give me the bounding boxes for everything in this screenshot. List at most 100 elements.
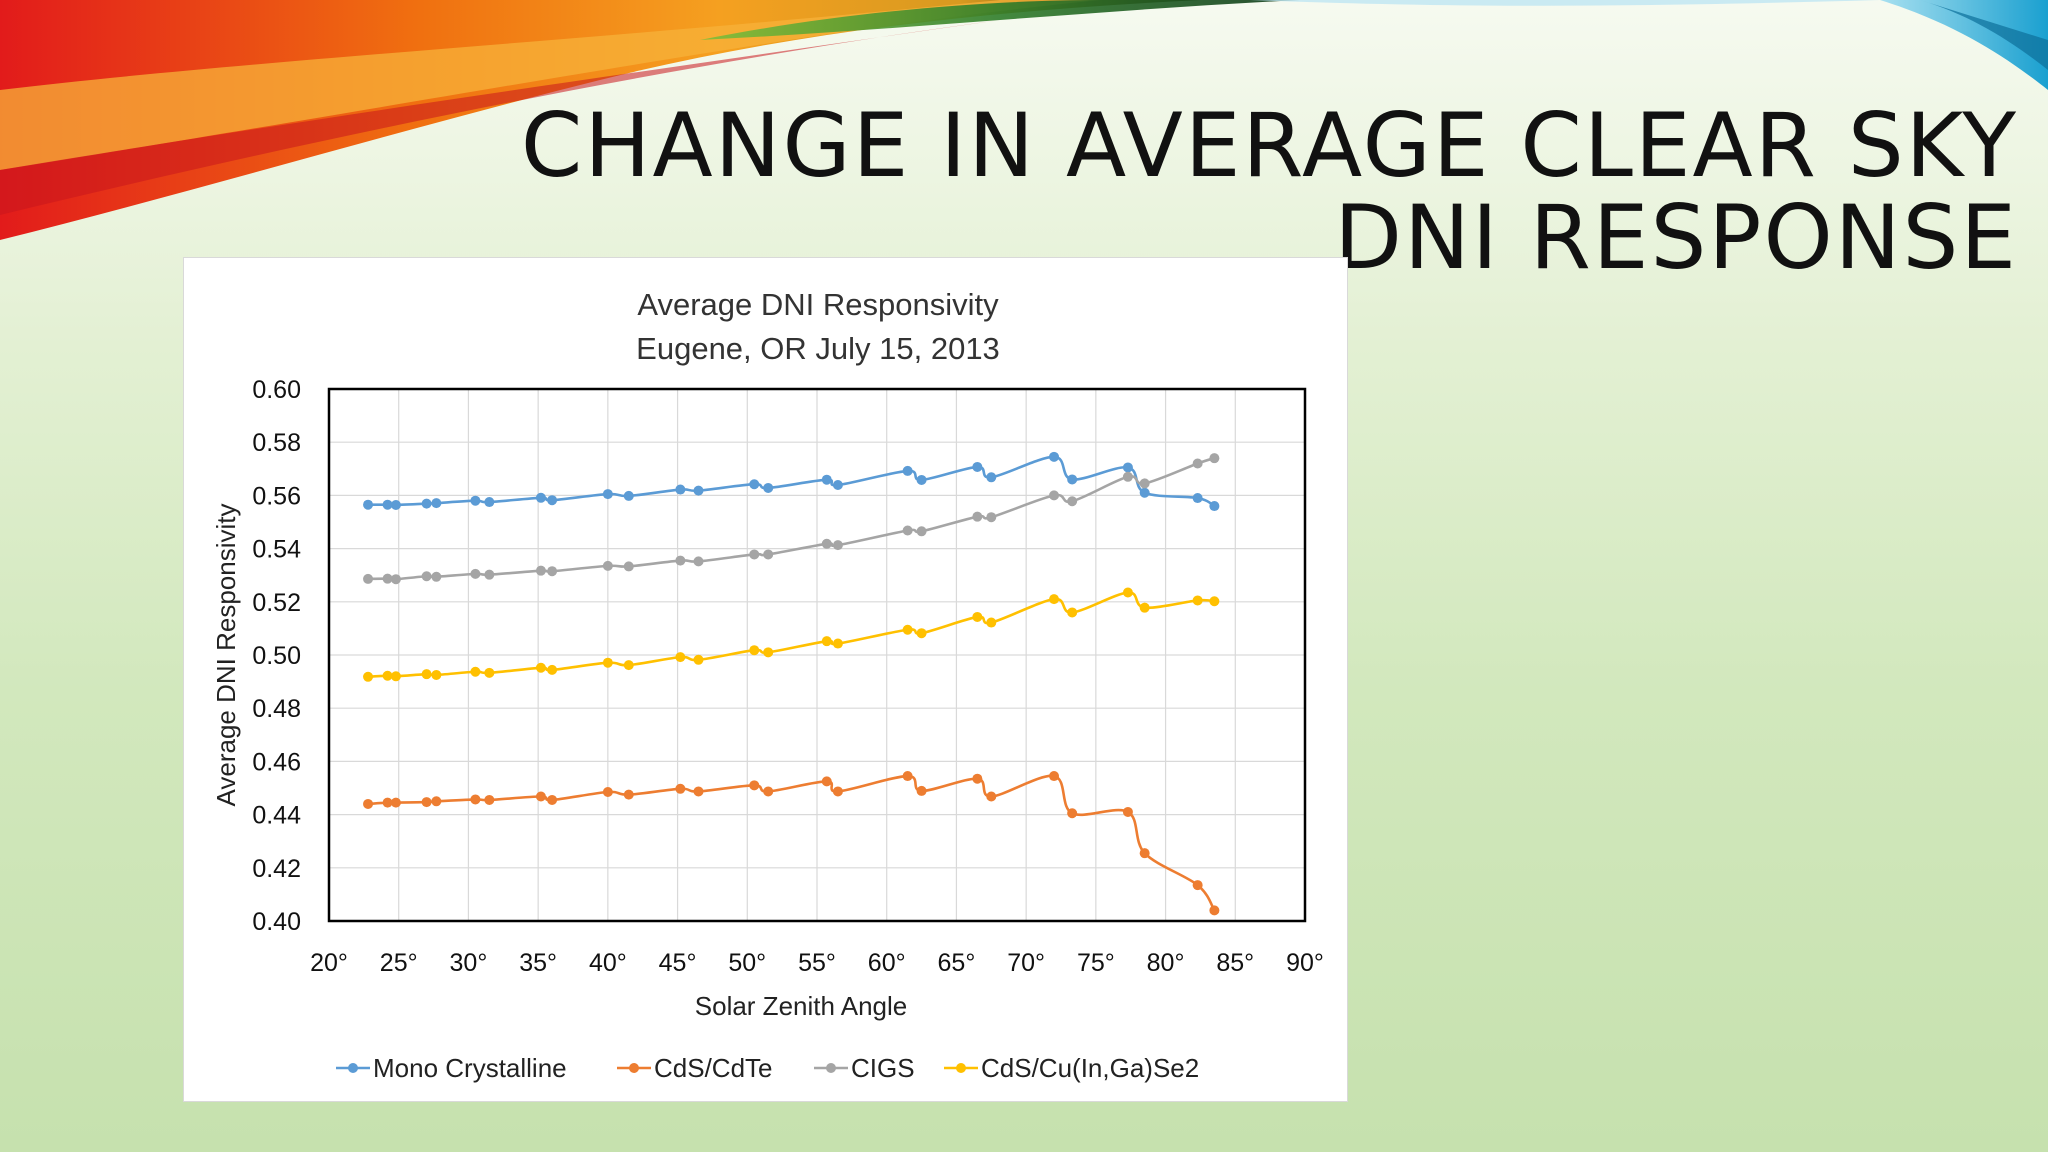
legend-label: CIGS [851,1053,915,1083]
y-tick-label: 0.46 [252,748,301,776]
data-point [902,771,913,782]
data-point [390,797,401,808]
data-point [1209,596,1220,607]
data-point [986,617,997,628]
data-point [547,794,558,805]
data-point [749,549,760,560]
chart: Average DNI Responsivity Eugene, OR July… [211,287,1324,1083]
data-point [470,666,481,677]
gridlines [329,388,1305,922]
chart-card: Average DNI Responsivity Eugene, OR July… [183,257,1348,1102]
chart-subtitle: Eugene, OR July 15, 2013 [636,331,1000,366]
data-point [623,789,634,800]
y-tick-labels: 0.40 0.42 0.44 0.46 0.48 0.50 0.52 0.54 0.56 0.58… [252,376,301,936]
plot-area-border [327,387,1307,923]
data-point [421,498,432,509]
x-tick-label: 45° [659,949,697,977]
x-tick-label: 30° [450,949,488,977]
data-point [602,489,613,500]
legend-swatch-marker [348,1063,358,1073]
x-tick-label: 35° [519,949,557,977]
data-point [547,664,558,675]
legend-item: CIGS [814,1053,915,1083]
y-tick-label: 0.48 [252,695,301,723]
data-point [1209,501,1220,512]
x-tick-label: 75° [1077,949,1115,977]
data-point [602,786,613,797]
data-point [821,474,832,485]
chart-title: Average DNI Responsivity [637,287,999,322]
data-point [916,474,927,485]
data-point [535,791,546,802]
data-point [421,571,432,582]
data-point [763,786,774,797]
legend-swatch-marker [956,1063,966,1073]
data-point [390,499,401,510]
data-point [382,670,393,681]
data-point [1067,808,1078,819]
data-point [916,526,927,537]
x-tick-label: 70° [1007,949,1045,977]
data-point [421,797,432,808]
data-point [972,511,983,522]
slide-title: CHANGE IN AVERAGE CLEAR SKY DNI RESPONSE [518,100,2018,284]
data-point [1049,490,1060,501]
data-point [916,785,927,796]
data-point [470,568,481,579]
y-axis-label: Average DNI Responsivity [211,504,241,807]
data-point [832,638,843,649]
legend-item: CdS/CdTe [617,1053,773,1083]
legend: Mono Crystalline CdS/CdTe CIGS CdS/Cu(In,Ga… [336,1053,1199,1083]
y-tick-label: 0.50 [252,642,301,670]
data-point [602,560,613,571]
data-point [693,485,704,496]
data-point [470,794,481,805]
series-line [368,455,1216,508]
data-point [484,497,495,508]
slide-title-line-1: CHANGE IN AVERAGE CLEAR SKY [520,94,2018,197]
data-point [431,498,442,509]
data-point [1067,474,1078,485]
data-point [382,797,393,808]
x-tick-label: 80° [1147,949,1185,977]
data-point [390,574,401,585]
data-point [535,492,546,503]
data-point [832,786,843,797]
series-line [367,591,1215,679]
legend-label: CdS/CdTe [654,1053,773,1083]
data-point [832,540,843,551]
series-mono-crystalline [363,451,1220,512]
data-point [421,669,432,680]
series-group [363,451,1220,916]
data-point [1139,848,1150,859]
data-point [484,569,495,580]
data-point [1139,478,1150,489]
legend-item: CdS/Cu(In,Ga)Se2 [944,1053,1199,1083]
data-point [484,794,495,805]
series-cds-cu-in-ga-se2 [363,587,1220,682]
data-point [382,499,393,510]
data-point [763,549,774,560]
data-point [1067,607,1078,618]
legend-item: Mono Crystalline [336,1053,567,1083]
data-point [1192,595,1203,606]
data-point [363,499,374,510]
y-tick-label: 0.54 [252,536,301,564]
data-point [431,796,442,807]
data-point [1049,451,1060,462]
legend-swatch-marker [826,1063,836,1073]
data-point [749,645,760,656]
data-point [763,482,774,493]
data-point [763,647,774,658]
data-point [675,783,686,794]
data-point [821,636,832,647]
data-point [431,571,442,582]
y-tick-label: 0.42 [252,855,301,883]
data-point [431,669,442,680]
data-point [972,773,983,784]
x-tick-labels: 20° 25° 30° 35° 40° 45° 50° 55° 60° 65° 70° 75° 80° 8… [310,949,1324,977]
data-point [470,495,481,506]
data-point [693,556,704,567]
x-tick-label: 50° [728,949,766,977]
legend-swatch-marker [629,1063,639,1073]
